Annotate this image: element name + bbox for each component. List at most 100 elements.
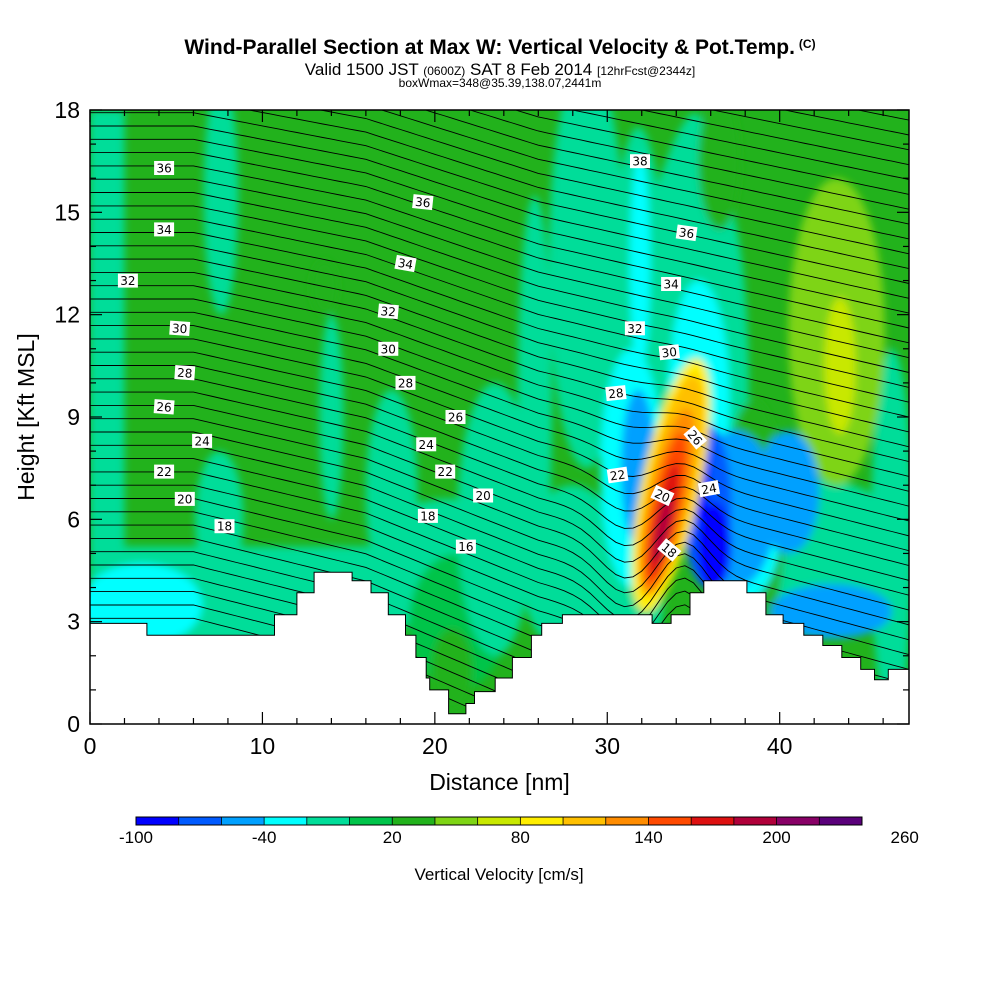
x-tick-label: 40 [767,733,793,759]
theta-contour-label: 24 [697,479,721,498]
theta-label-text: 28 [177,366,193,381]
theta-label-box [192,433,213,448]
isentrope-line [90,0,909,105]
colorbar-swatch [392,817,436,825]
isentrope-line [90,0,909,90]
theta-label-box [153,399,175,415]
x-tick-label: 30 [594,733,620,759]
isentrope-line [246,110,909,270]
colorbar-tick-label: -40 [252,828,277,847]
isentrope-line [90,404,909,611]
theta-label-box [214,519,235,534]
isentrope-line [90,218,909,403]
isentrope-line [90,232,909,418]
plot-area: 36 34 32 30 28 26 24 22 20 18 36 34 32 30 28 26 24 22 20 18… [90,0,909,724]
isentrope-line [90,378,909,581]
theta-contour-label: 18 [214,519,235,534]
theta-label-box [377,303,399,320]
velocity-region [457,382,534,656]
theta-label-box [697,479,721,498]
colorbar-swatch [349,817,393,825]
colorbar-tick-label: 260 [891,828,919,847]
theta-label-text: 20 [652,486,672,505]
theta-contour-label: 16 [455,539,476,554]
theta-label-text: 34 [663,278,678,292]
theta-contour-label: 22 [606,466,629,483]
velocity-region [696,502,732,591]
theta-label-text: 30 [661,345,678,361]
colorbar-swatch [520,817,564,825]
colorbar-tick-label: 80 [511,828,530,847]
colorbar-swatch [434,817,479,825]
theta-contour-label: 26 [153,399,175,415]
colorbar-swatch [819,817,863,825]
theta-contour-label: 36 [675,224,698,241]
chart-subtitle-2: boxWmax=348@35.39,138.07,2441m [398,76,602,90]
colorbar-swatch [733,817,778,825]
x-tick-label: 0 [84,733,97,759]
theta-label-box [174,491,195,506]
isentrope-line [90,564,724,724]
terrain [90,571,909,724]
isentrope-line [380,110,909,240]
theta-label-text: 18 [420,509,435,523]
colorbar-title: Vertical Velocity [cm/s] [414,865,583,884]
theta-contour-label: 34 [154,222,175,237]
theta-label-text: 36 [156,162,171,176]
theta-label-box [154,464,175,479]
colorbar-swatch [605,817,649,825]
theta-contour-label: 18 [417,508,438,523]
isentrope-line [90,245,909,433]
theta-label-text: 36 [414,195,431,211]
y-tick-label: 18 [54,97,80,123]
theta-label-text: 26 [448,411,463,425]
theta-label-text: 24 [419,438,434,452]
y-tick-label: 0 [67,711,80,737]
theta-label-text: 24 [700,481,717,497]
theta-label-box [683,425,707,450]
theta-contour-label: 30 [658,344,680,361]
theta-contour-label: 26 [445,410,466,425]
isentrope-line [639,110,909,166]
copyright-mark: (C) [798,37,816,51]
colorbar-swatch [136,817,180,825]
theta-label-box [154,222,175,237]
isentrope-line [90,258,909,448]
theta-label-box [174,365,196,381]
isentrope-line [90,178,909,359]
y-tick-label: 9 [67,404,80,430]
isentrope-line [90,365,909,567]
theta-label-box [445,410,466,424]
theta-label-text: 30 [381,342,396,356]
theta-contour-label: 28 [605,385,627,401]
theta-label-text: 24 [194,434,209,448]
colorbar-tick-label: 200 [762,828,790,847]
isentrope-line [318,110,909,255]
theta-contour-label: 34 [661,277,682,292]
theta-label-box [435,464,456,479]
theta-label-text: 22 [438,465,453,479]
isentrope-line [90,418,909,626]
theta-contour-label: 20 [473,488,494,503]
isentrope-line [90,205,909,388]
theta-label-text: 16 [458,540,473,554]
isentrope-line [855,110,909,121]
y-tick-label: 6 [67,506,80,532]
theta-contour-label: 36 [412,194,434,211]
velocity-region [698,110,741,230]
isentrope-line [90,271,909,463]
chart-subtitle: Valid 1500 JST (0600Z) SAT 8 Feb 2014 [1… [304,60,696,79]
theta-contour-label: 22 [435,464,456,479]
x-axis-label: Distance [nm] [429,769,570,795]
theta-label-box [455,539,476,554]
chart-title: Wind-Parallel Section at Max W: Vertical… [184,36,816,59]
isentrope-line [90,338,909,537]
theta-label-box [416,437,437,452]
terrain-profile [90,571,909,724]
theta-contour-label: 30 [378,341,399,356]
velocity-region [365,389,418,595]
theta-contour-label: 32 [624,321,645,336]
theta-label-box [169,320,191,336]
y-tick-label: 15 [54,199,80,225]
isentrope-line [570,110,909,180]
